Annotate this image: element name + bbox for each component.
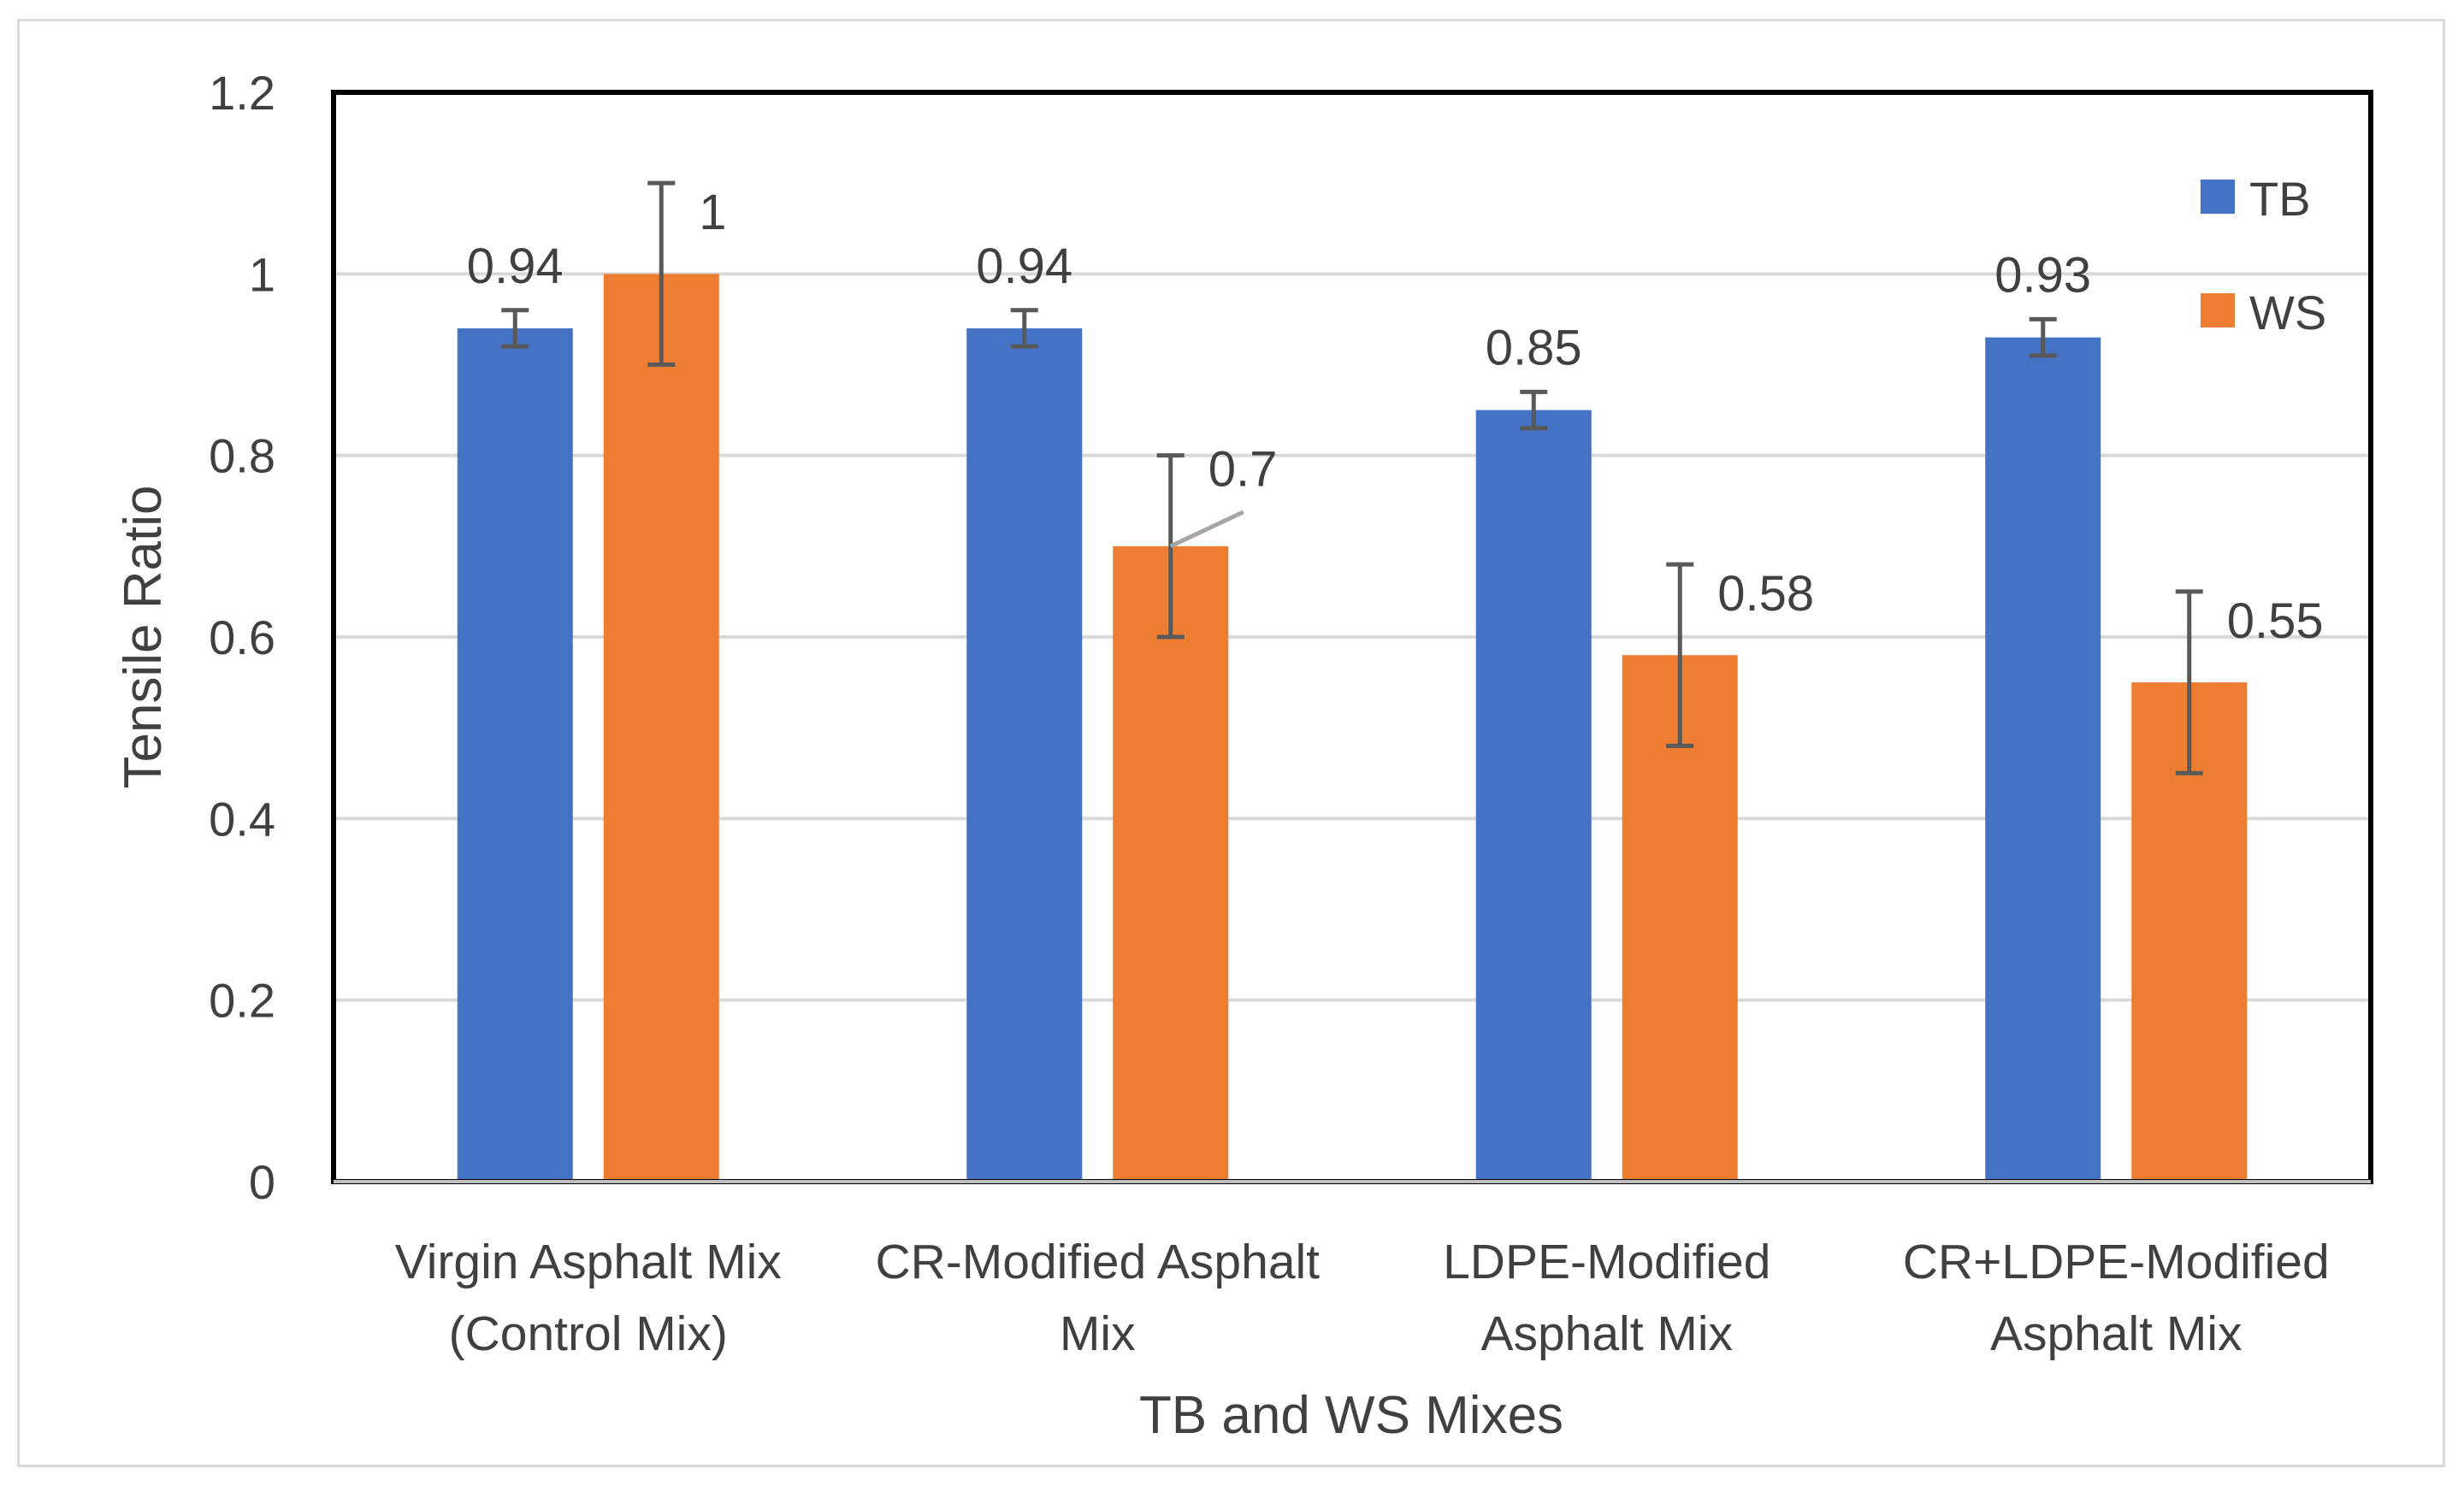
x-tick-label: CR-Modified Asphalt: [875, 1235, 1320, 1289]
legend-swatch-ws: [2201, 293, 2235, 327]
bar-tb: [1985, 337, 2101, 1182]
legend-label-ws: WS: [2249, 286, 2326, 339]
x-tick-label: LDPE-Modified: [1443, 1235, 1770, 1289]
x-tick-label: Virgin Asphalt Mix: [395, 1235, 782, 1289]
x-tick-label: CR+LDPE-Modified: [1903, 1235, 2330, 1289]
legend-label-tb: TB: [2249, 172, 2311, 226]
y-tick-label: 0.8: [209, 429, 275, 483]
x-tick-label: (Control Mix): [449, 1306, 728, 1361]
y-tick-label: 0.6: [209, 610, 275, 664]
y-tick-labels: 0 0.2 0.4 0.6 0.8 1 1.2: [209, 66, 275, 1209]
y-tick-label: 1: [249, 247, 275, 301]
data-label-tb: 0.94: [467, 239, 564, 294]
data-label-tb: 0.93: [1994, 247, 2091, 303]
legend-swatch-tb: [2201, 180, 2235, 214]
bar-tb: [966, 328, 1083, 1182]
data-label-tb: 0.85: [1486, 320, 1582, 375]
y-tick-label: 1.2: [209, 66, 275, 120]
data-label-ws: 0.7: [1208, 442, 1278, 498]
data-label-ws: 1: [699, 185, 726, 240]
x-tick-label: Asphalt Mix: [1990, 1306, 2242, 1361]
legend: TB WS: [2201, 172, 2326, 339]
y-tick-label: 0.2: [209, 974, 275, 1028]
x-tick-labels: Virgin Asphalt Mix (Control Mix) CR-Modifi…: [395, 1235, 2330, 1361]
plot-border: [331, 90, 2373, 1184]
bars: [457, 274, 2248, 1182]
x-tick-label: Asphalt Mix: [1480, 1306, 1733, 1361]
bar-tb: [1475, 410, 1592, 1182]
bar-ws: [603, 274, 719, 1182]
label-leader-line: [1169, 510, 1244, 549]
y-tick-label: 0: [249, 1155, 275, 1209]
data-label-tb: 0.94: [976, 239, 1072, 294]
x-tick-label: Mix: [1060, 1306, 1136, 1361]
data-labels: 0.94 1 0.94 0.7 0.85 0.58 0.93 0.55: [467, 185, 2324, 649]
y-tick-label: 0.4: [209, 792, 275, 846]
y-axis-label: Tensile Ratio: [114, 486, 173, 789]
data-label-ws: 0.55: [2227, 593, 2324, 649]
bar-tb: [457, 328, 573, 1182]
error-bars: [501, 180, 2203, 775]
bar-ws: [1113, 545, 1229, 1182]
data-label-ws: 0.58: [1717, 566, 1814, 622]
x-axis-label: TB and WS Mixes: [1139, 1386, 1563, 1445]
